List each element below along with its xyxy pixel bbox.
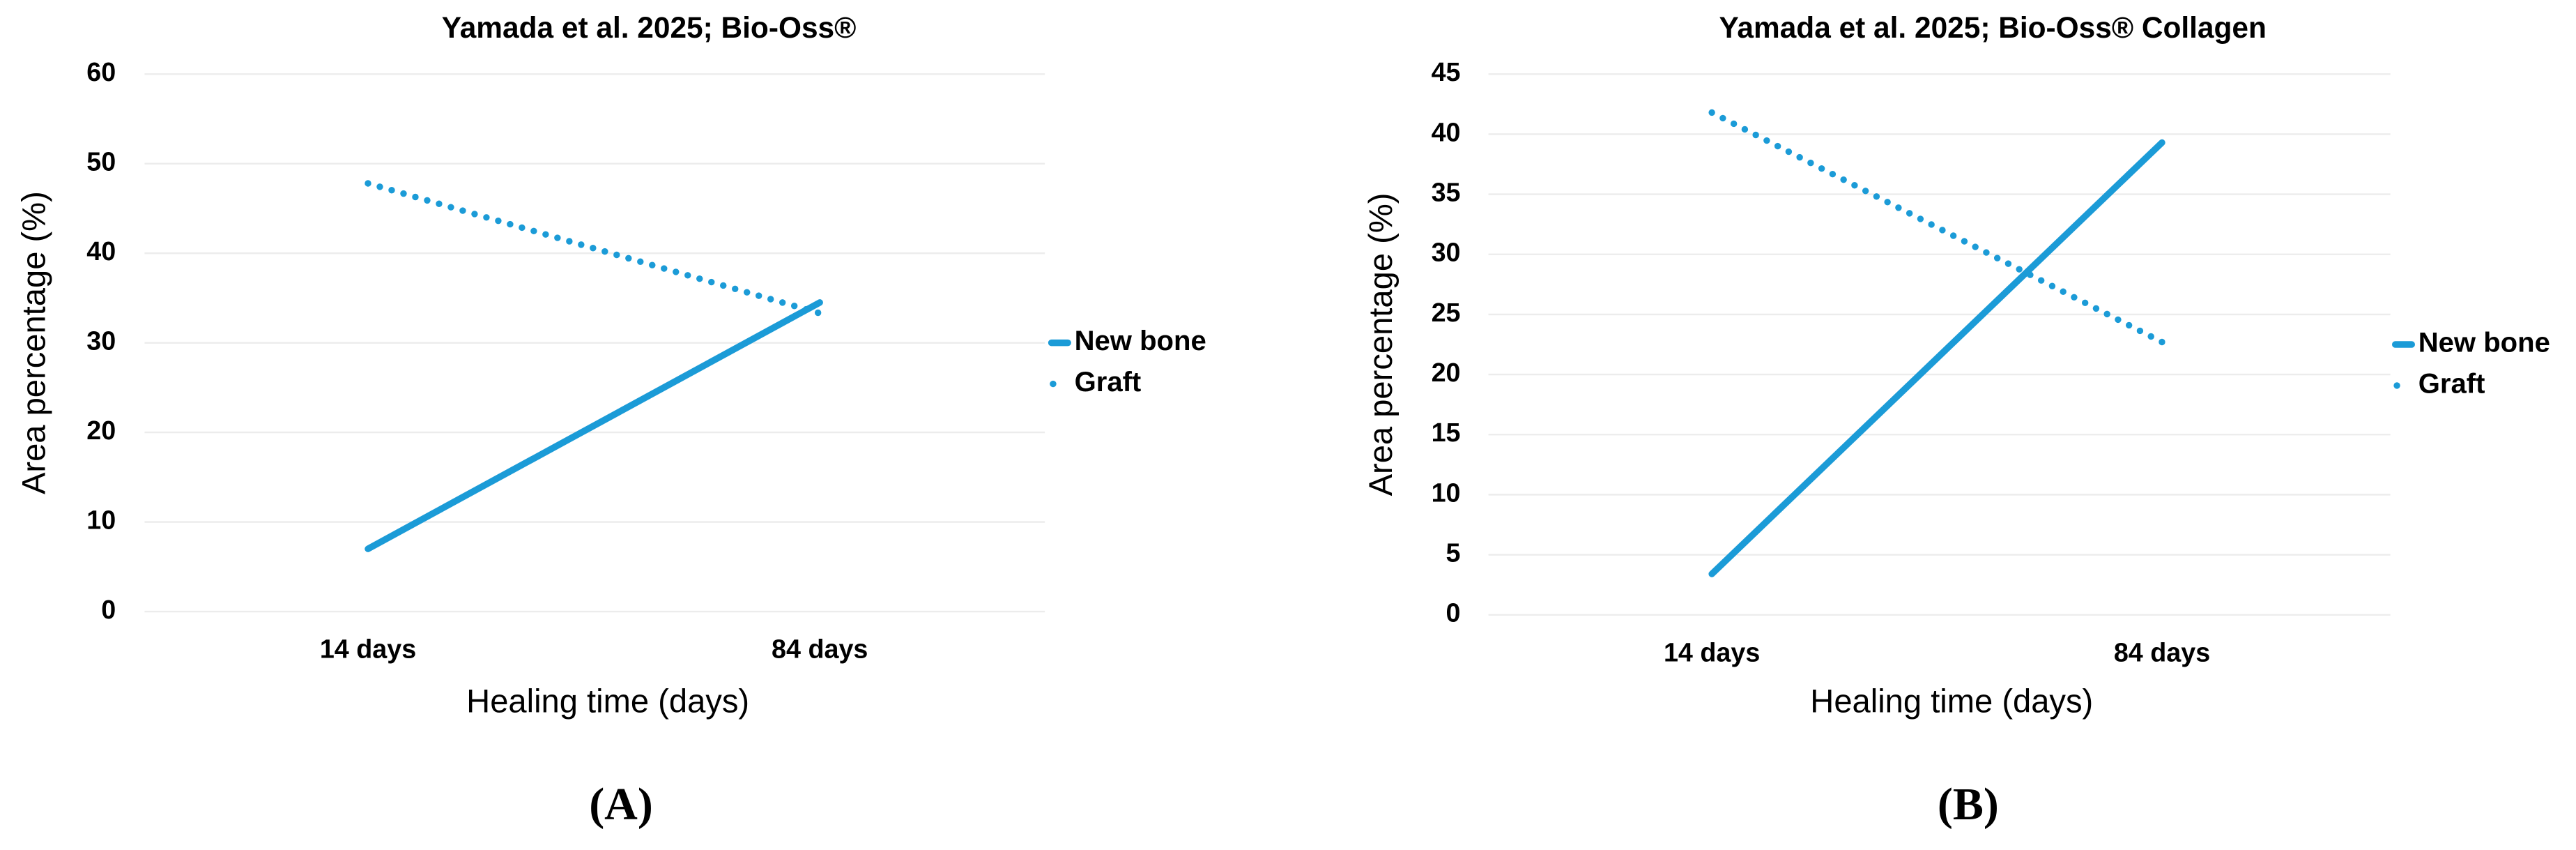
y-tick-label: 45 [1432, 57, 1461, 86]
y-tick-label: 10 [1432, 478, 1461, 507]
x-tick-label: 14 days [1664, 637, 1760, 667]
panel-label: (A) [589, 779, 653, 830]
y-tick-label: 15 [1432, 418, 1461, 447]
x-axis-label: Healing time (days) [1810, 682, 2093, 719]
y-tick-label: 40 [86, 236, 116, 266]
x-axis-label: Healing time (days) [466, 682, 749, 719]
y-axis-label: Area percentage (%) [1362, 193, 1399, 496]
y-tick-label: 25 [1432, 298, 1461, 327]
x-tick-label: 84 days [772, 635, 868, 664]
x-tick-label: 84 days [2114, 637, 2210, 667]
y-tick-label: 10 [86, 506, 116, 535]
y-tick-label: 30 [1432, 238, 1461, 267]
y-tick-label: 30 [86, 326, 116, 356]
legend-label: New bone [2418, 328, 2550, 358]
x-tick-label: 14 days [320, 635, 416, 664]
y-tick-label: 50 [86, 147, 116, 176]
chart-title: Yamada et al. 2025; Bio-Oss® [442, 11, 857, 44]
series-line [365, 299, 823, 552]
legend-label: New bone [1075, 326, 1206, 356]
y-tick-label: 0 [1446, 598, 1461, 628]
y-tick-label: 40 [1432, 117, 1461, 146]
y-tick-label: 35 [1432, 178, 1461, 207]
series-line [365, 180, 823, 317]
y-tick-label: 5 [1446, 538, 1461, 568]
y-axis-label: Area percentage (%) [15, 191, 52, 494]
legend-label: Graft [2418, 369, 2485, 400]
series-line [1708, 109, 2165, 346]
series-line [1708, 139, 2165, 577]
legend-label: Graft [1075, 367, 1142, 397]
panel-label: (B) [1938, 779, 1999, 830]
y-tick-label: 60 [86, 57, 116, 86]
y-tick-label: 0 [101, 595, 116, 624]
y-tick-label: 20 [86, 416, 116, 445]
chart-title: Yamada et al. 2025; Bio-Oss® Collagen [1719, 11, 2266, 44]
y-tick-label: 20 [1432, 358, 1461, 387]
